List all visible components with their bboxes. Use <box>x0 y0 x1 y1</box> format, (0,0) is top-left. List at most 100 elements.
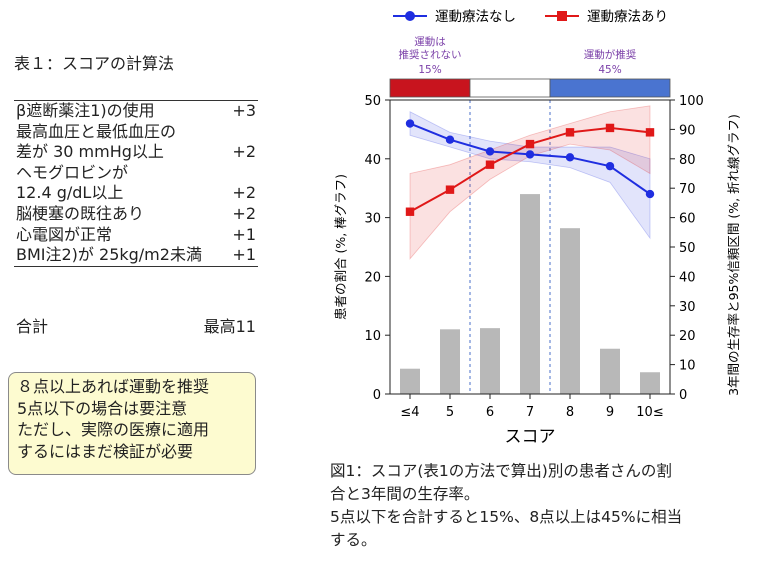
x-tick-label: 6 <box>486 405 494 420</box>
y-tick-label-left: 30 <box>364 212 381 227</box>
table-row: BMI注2)が 25kg/m2未満 +1 <box>14 245 258 266</box>
data-point <box>605 161 615 171</box>
table-title: 表１：スコアの計算法 <box>14 54 175 73</box>
data-point <box>645 128 655 137</box>
table-row: ヘモグロビンが <box>14 163 258 184</box>
criterion-label: 脳梗塞の既往あり <box>16 203 145 223</box>
score-table: β遮断薬注1)の使用 +3 最高血圧と最低血圧の 差が 30 mmHg以上 +2 ヘモグロ… <box>14 100 258 267</box>
bar <box>560 228 580 394</box>
zone-percent: 45% <box>598 64 621 76</box>
criterion-label: 最高血圧と最低血圧の <box>16 121 177 141</box>
confidence-band <box>409 111 651 240</box>
table-row: 最高血圧と最低血圧の <box>14 122 258 143</box>
x-tick-label: 5 <box>446 405 454 420</box>
bar <box>600 348 620 394</box>
zone-label: 運動は <box>414 35 446 48</box>
table-row: 心電図が正常 +1 <box>14 225 258 246</box>
data-point <box>485 147 495 156</box>
y-tick-label-right: 10 <box>679 359 696 374</box>
data-point <box>645 189 655 199</box>
y-axis-title-right: 3年間の生存率と95%信頼区間 (%, 折れ線グラフ) <box>726 114 741 396</box>
y-tick-label-right: 100 <box>679 94 704 109</box>
criterion-label: ヘモグロビンが <box>16 162 129 182</box>
note-line: 5点以下の場合は要注意 <box>17 398 188 418</box>
y-tick-label-right: 60 <box>679 212 696 227</box>
data-point <box>445 185 455 194</box>
y-tick-label-left: 40 <box>364 153 381 168</box>
data-point <box>405 119 415 128</box>
data-point <box>605 123 615 133</box>
x-tick-label: 7 <box>526 405 534 420</box>
y-tick-label-left: 50 <box>364 94 381 109</box>
table-total-row: 合計 最高11 <box>14 313 258 337</box>
data-point <box>485 160 495 169</box>
y-tick-label-right: 70 <box>679 182 696 197</box>
y-tick-label-left: 20 <box>364 270 381 285</box>
confidence-band <box>409 105 651 260</box>
criterion-label: BMI注2)が 25kg/m2未満 <box>16 245 202 265</box>
legend-marker <box>557 11 567 21</box>
caption-line: 5点以下を合計すると15%、8点以上は45%に相当 <box>330 508 683 526</box>
bar <box>440 329 460 394</box>
total-value: 最高11 <box>203 317 256 336</box>
criterion-points: +2 <box>232 183 256 203</box>
caption-line: する。 <box>330 531 377 549</box>
legend-label: 運動療法あり <box>587 8 668 25</box>
note-line: ただし、実際の医療に適用 <box>17 420 210 439</box>
data-point <box>405 207 415 216</box>
zone-band <box>549 78 671 98</box>
y-tick-label-right: 30 <box>679 300 696 315</box>
bar <box>480 328 500 394</box>
zone-band <box>389 78 471 98</box>
y-axis-title-left: 患者の割合 (%, 棒グラフ) <box>333 174 348 320</box>
criterion-points: +3 <box>232 101 256 120</box>
y-tick-label-right: 50 <box>679 241 696 256</box>
caption-line: 図1：スコア(表1の方法で算出)別の患者さんの割 <box>330 462 672 480</box>
table-row: 12.4 g/dL以上 +2 <box>14 183 258 204</box>
criterion-points: +2 <box>232 142 256 162</box>
total-label: 合計 <box>16 317 49 336</box>
x-tick-label: ≤4 <box>400 405 419 420</box>
y-tick-label-right: 0 <box>679 388 687 403</box>
data-point <box>525 150 535 159</box>
criterion-points: +1 <box>232 245 256 265</box>
legend-label: 運動療法なし <box>435 8 516 25</box>
zone-band <box>469 78 551 98</box>
table-row: 差が 30 mmHg以上 +2 <box>14 142 258 163</box>
criterion-label: 心電図が正常 <box>16 224 113 244</box>
criterion-label: 差が 30 mmHg以上 <box>16 142 164 162</box>
criterion-label: 12.4 g/dL以上 <box>16 183 124 203</box>
recommendation-note: ８点以上あれば運動を推奨 5点以下の場合は要注意ただし、実際の医療に適用 するにはま… <box>8 372 256 475</box>
figure-caption: 図1：スコア(表1の方法で算出)別の患者さんの割 合と3年間の生存率。 5点以下を合… <box>330 460 750 552</box>
criterion-points: +2 <box>232 203 256 223</box>
x-tick-label: 8 <box>566 405 574 420</box>
y-tick-label-right: 80 <box>679 153 696 168</box>
data-point <box>565 153 575 162</box>
x-axis-title: スコア <box>505 427 556 447</box>
x-tick-label: 10≤ <box>636 405 663 420</box>
bar <box>520 194 540 394</box>
bar <box>400 368 420 394</box>
y-tick-label-left: 10 <box>364 329 381 344</box>
criterion-label: β遮断薬注1)の使用 <box>16 101 155 120</box>
note-line: ８点以上あれば運動を推奨 <box>17 377 210 396</box>
table-row: 脳梗塞の既往あり +2 <box>14 204 258 225</box>
data-point <box>445 135 455 144</box>
bar <box>640 372 660 394</box>
legend-marker <box>405 11 415 21</box>
y-tick-label-right: 20 <box>679 329 696 344</box>
y-tick-label-left: 0 <box>373 388 381 403</box>
note-line: するにはまだ検証が必要 <box>17 441 194 461</box>
zone-label: 運動が推奨 <box>584 48 637 61</box>
data-point <box>525 139 535 149</box>
y-tick-label-right: 90 <box>679 123 696 138</box>
x-tick-label: 9 <box>606 405 614 420</box>
y-tick-label-right: 40 <box>679 270 696 285</box>
data-point <box>565 128 575 137</box>
criterion-points: +1 <box>232 224 256 244</box>
caption-line: 合と3年間の生存率。 <box>330 485 480 503</box>
table-row: β遮断薬注1)の使用 +3 <box>14 101 258 122</box>
zone-percent: 15% <box>418 64 441 76</box>
zone-label: 推奨されない <box>399 48 462 61</box>
